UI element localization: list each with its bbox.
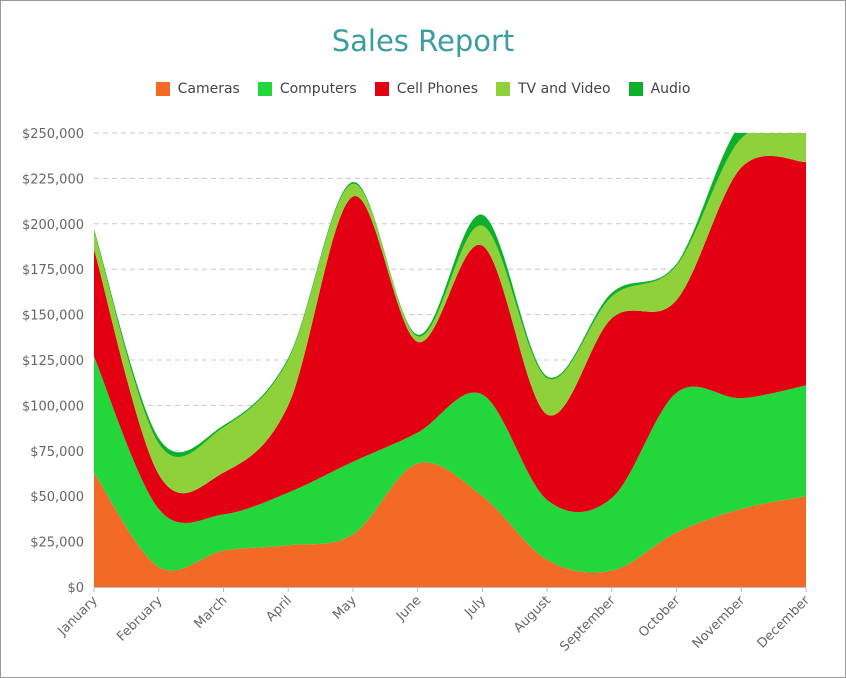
x-tick-label: June <box>393 593 424 624</box>
y-tick-label: $200,000 <box>22 218 84 233</box>
x-tick-label: August <box>511 593 554 636</box>
y-tick-label: $50,000 <box>30 490 84 505</box>
legend-item-cell-phones[interactable]: Cell Phones <box>374 81 478 97</box>
legend-label: Audio <box>650 81 691 97</box>
y-tick-label: $25,000 <box>30 536 84 551</box>
y-tick-label: $100,000 <box>22 399 84 414</box>
legend-item-tv-and-video[interactable]: TV and Video <box>496 81 611 97</box>
legend-swatch <box>257 82 272 96</box>
x-tick-label: December <box>755 593 814 652</box>
legend-label: Computers <box>279 81 357 97</box>
x-tick-label: November <box>690 593 749 652</box>
x-tick-label: October <box>636 593 684 641</box>
area-cameras <box>94 462 806 587</box>
areas <box>94 133 806 587</box>
legend-item-cameras[interactable]: Cameras <box>155 81 240 97</box>
y-tick-label: $250,000 <box>22 127 84 142</box>
area-tv-and-video <box>94 133 806 494</box>
y-tick-label: $150,000 <box>22 309 84 324</box>
x-tick-label: February <box>114 593 166 645</box>
legend-swatch <box>374 82 389 96</box>
y-tick-label: $75,000 <box>30 445 84 460</box>
y-tick-label: $175,000 <box>22 263 84 278</box>
x-tick-label: April <box>263 593 295 625</box>
x-tick-label: January <box>55 593 101 639</box>
legend-label: TV and Video <box>518 81 611 97</box>
x-tick-label: September <box>557 593 619 655</box>
area-computers <box>94 356 806 573</box>
legend-swatch <box>628 82 643 96</box>
legend-item-audio[interactable]: Audio <box>628 81 691 97</box>
legend-item-computers[interactable]: Computers <box>257 81 357 97</box>
legend-swatch <box>496 82 510 96</box>
legend-swatch <box>155 82 170 96</box>
legend-label: Cameras <box>177 81 240 97</box>
x-tick-label: May <box>330 593 360 623</box>
legend: Cameras Computers Cell Phones TV and Vid… <box>0 81 846 97</box>
legend-label: Cell Phones <box>396 81 478 97</box>
chart-title: Sales Report <box>331 24 515 58</box>
y-tick-label: $225,000 <box>22 172 84 187</box>
x-tick-label: July <box>461 593 489 621</box>
y-tick-label: $125,000 <box>22 354 84 369</box>
x-tick-label: March <box>192 593 231 632</box>
y-tick-label: $0 <box>67 581 84 596</box>
area-cell-phones <box>94 155 806 523</box>
